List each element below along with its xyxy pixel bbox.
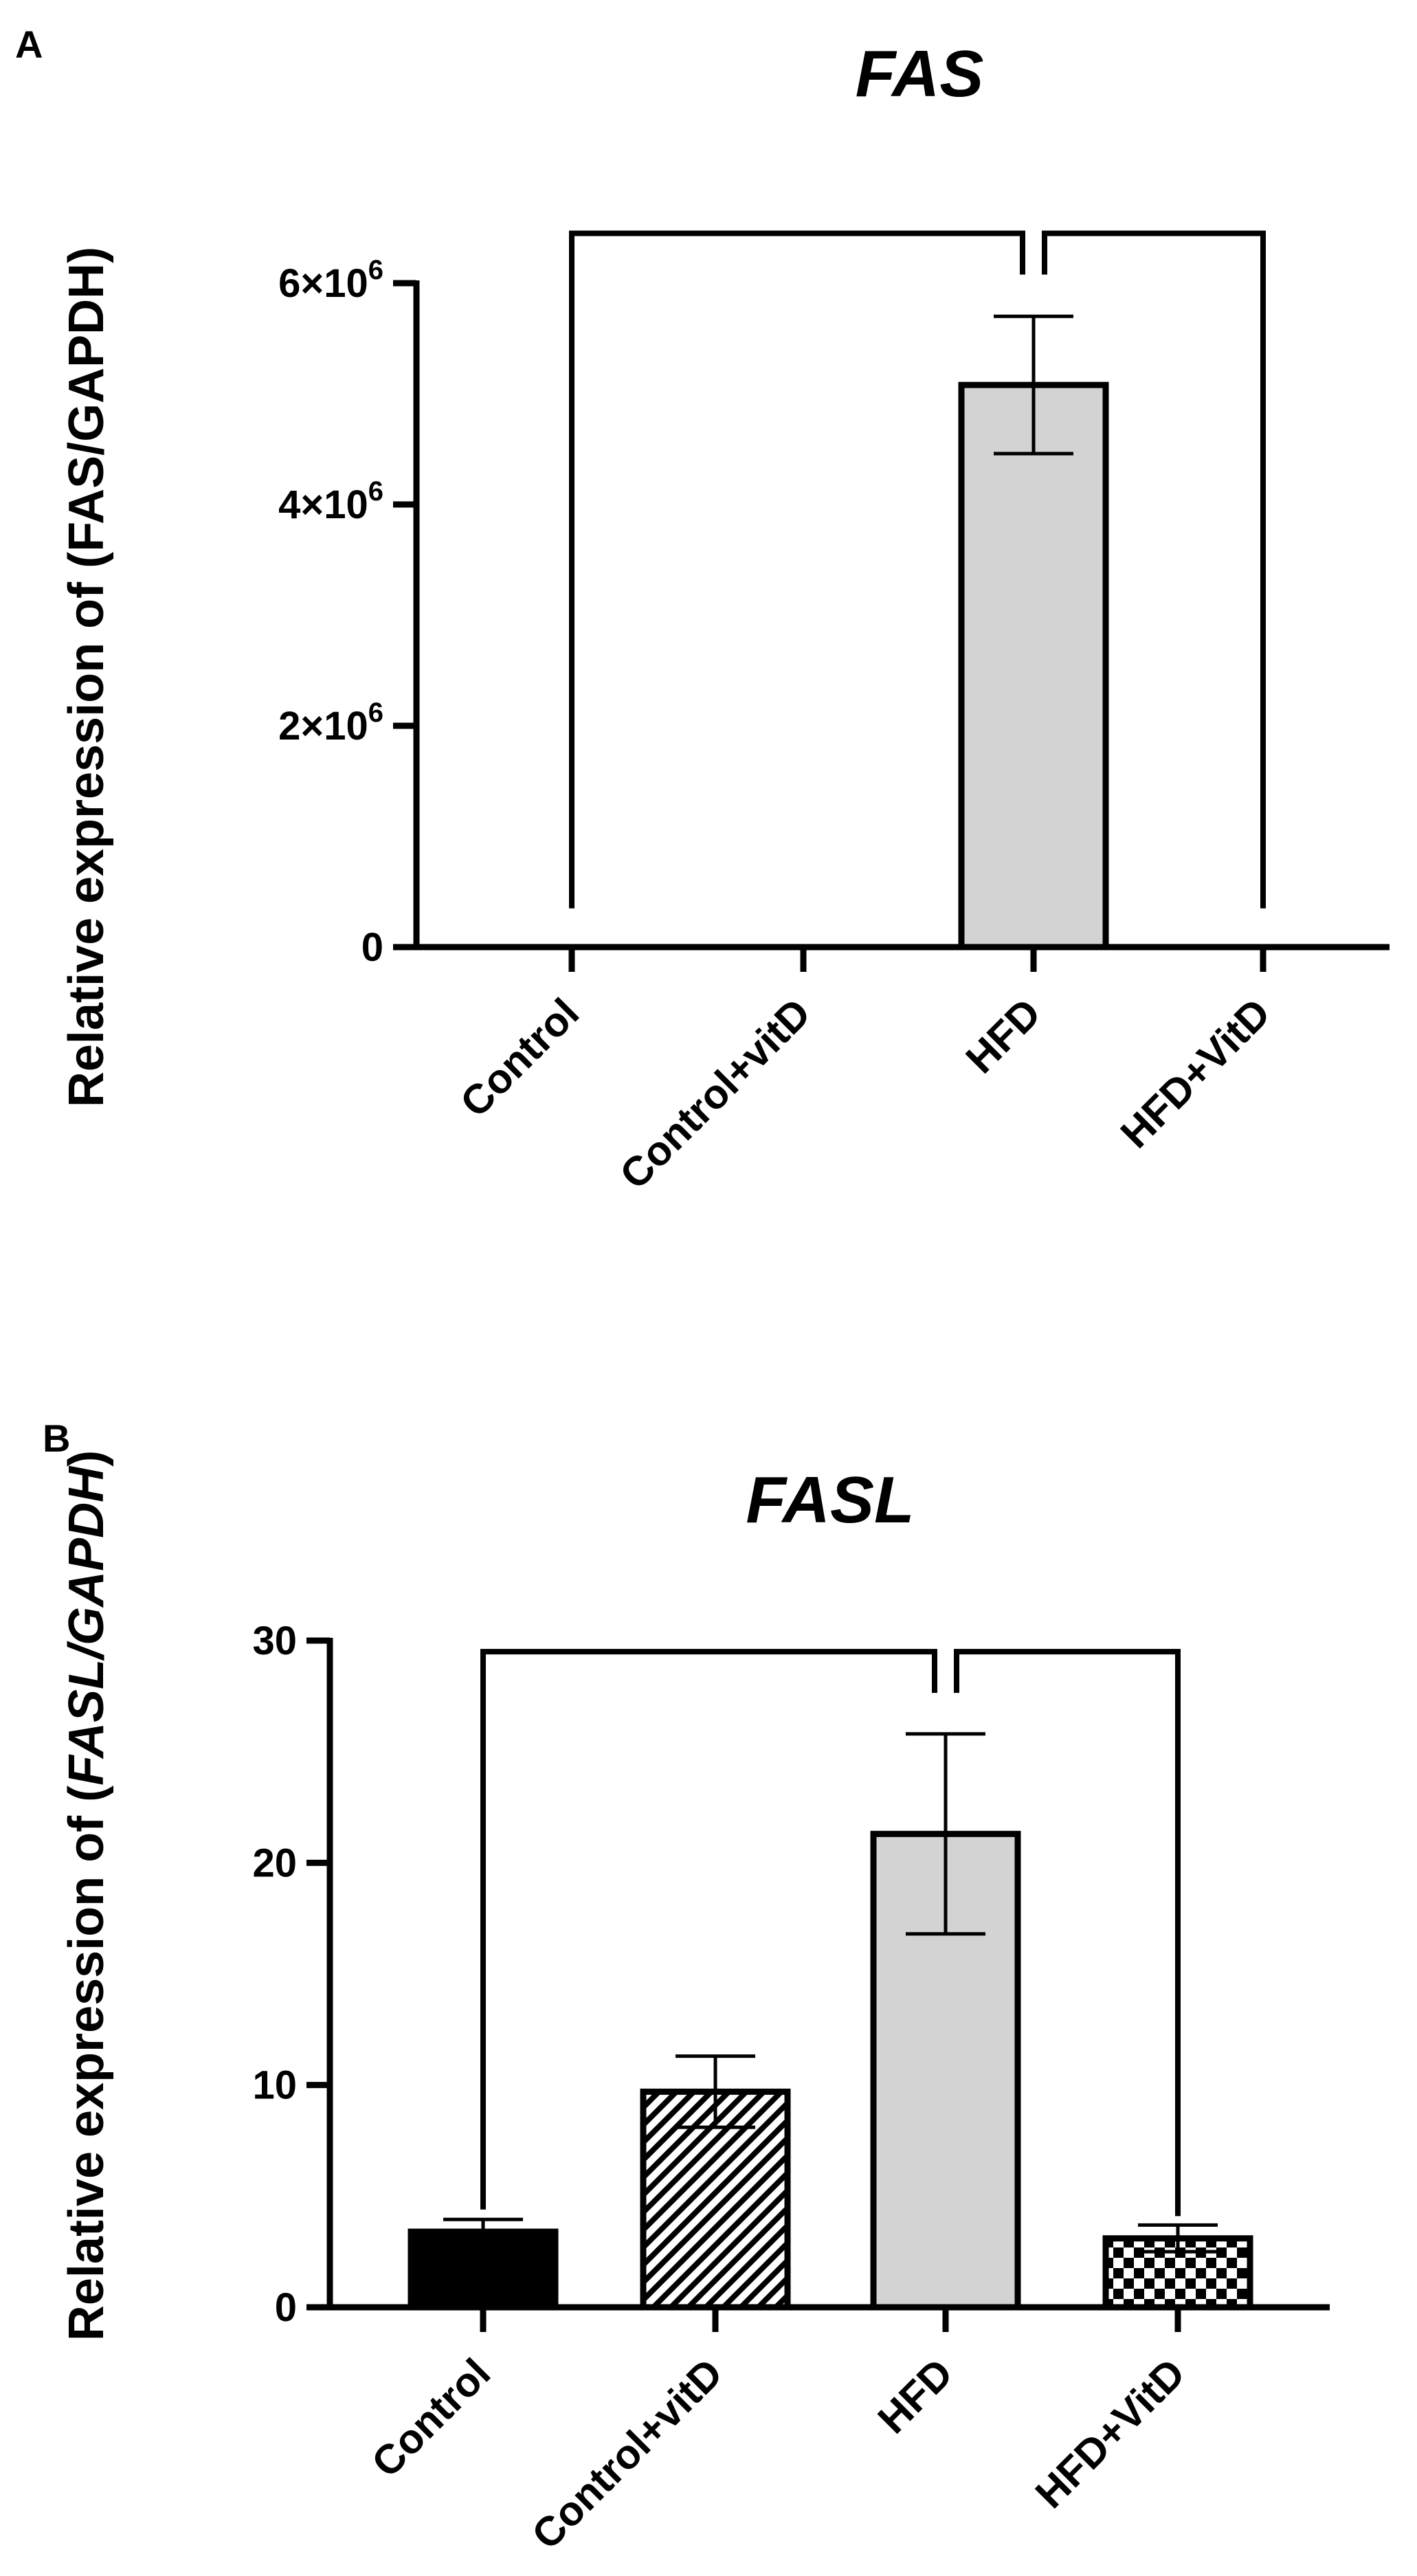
y-tick-label-base-4: 30 xyxy=(252,1619,297,1663)
x-tick-label-1: Control xyxy=(363,2350,499,2486)
panel-b-y-label-close: ) xyxy=(59,1450,114,1467)
panel-a: A FAS Relative expression of (FAS/GAPDH)… xyxy=(15,23,1390,1198)
bar-3 xyxy=(958,381,1109,951)
y-tick-label-2: 2×106 xyxy=(278,698,383,748)
y-tick-label-base-4: 6×10 xyxy=(278,261,368,306)
x-tick-label-3: HFD xyxy=(957,990,1050,1082)
panel-a-letter: A xyxy=(15,23,43,66)
panel-b-y-axis-label: Relative expression of (FASL/GAPDH) xyxy=(59,1450,114,2341)
y-tick-label-base-1: 0 xyxy=(275,2285,297,2330)
significance-bracket-right xyxy=(1042,230,1266,909)
panel-b-title: FASL xyxy=(746,1463,914,1537)
y-tick-label-base-3: 4×10 xyxy=(278,482,368,527)
significance-bracket-right xyxy=(954,1649,1181,2217)
y-tick-label-4: 6×106 xyxy=(278,255,383,306)
x-tick-label-2: Control+vitD xyxy=(523,2350,731,2558)
x-tick-label-3: HFD xyxy=(869,2350,962,2443)
y-tick-label-exponent-3: 6 xyxy=(368,476,383,507)
y-tick-label-base-2: 2×10 xyxy=(278,704,368,748)
panel-b-plot: 0 10 20 30 Control Control+vitD HFD HFD+VitD xyxy=(252,1619,1330,2558)
y-tick-label-exponent-2: 6 xyxy=(368,698,383,728)
y-tick-label-1: 0 xyxy=(275,2285,297,2330)
x-tick-label-4: HFD+VitD xyxy=(1112,990,1279,1157)
significance-bracket-left xyxy=(569,230,1025,909)
y-tick-label-exponent-4: 6 xyxy=(368,255,383,285)
significance-bracket-left xyxy=(480,1649,937,2210)
y-tick-label-base-3: 20 xyxy=(252,1841,297,1885)
panel-b-y-label-open: Relative expression of ( xyxy=(59,1786,114,2341)
x-tick-label-2: Control+vitD xyxy=(611,990,819,1198)
panel-b-letter: B xyxy=(43,1417,70,1460)
x-tick-label-1: Control xyxy=(451,990,588,1126)
panel-a-title: FAS xyxy=(856,37,984,111)
y-tick-label-2: 10 xyxy=(252,2063,297,2108)
y-tick-label-base-2: 10 xyxy=(252,2063,297,2108)
x-tick-label-4: HFD+VitD xyxy=(1027,2350,1194,2517)
y-tick-label-1: 0 xyxy=(361,925,383,970)
panel-b-y-label-italic: FASL/GAPDH xyxy=(59,1465,114,1786)
panel-b: B FASL Relative expression of (FASL/GAPD… xyxy=(43,1417,1330,2558)
y-tick-label-4: 30 xyxy=(252,1619,297,1663)
y-tick-label-3: 20 xyxy=(252,1841,297,1885)
y-tick-label-base-1: 0 xyxy=(361,925,383,970)
y-tick-label-3: 4×106 xyxy=(278,476,383,527)
panel-a-y-axis-label: Relative expression of (FAS/GAPDH) xyxy=(59,247,114,1107)
